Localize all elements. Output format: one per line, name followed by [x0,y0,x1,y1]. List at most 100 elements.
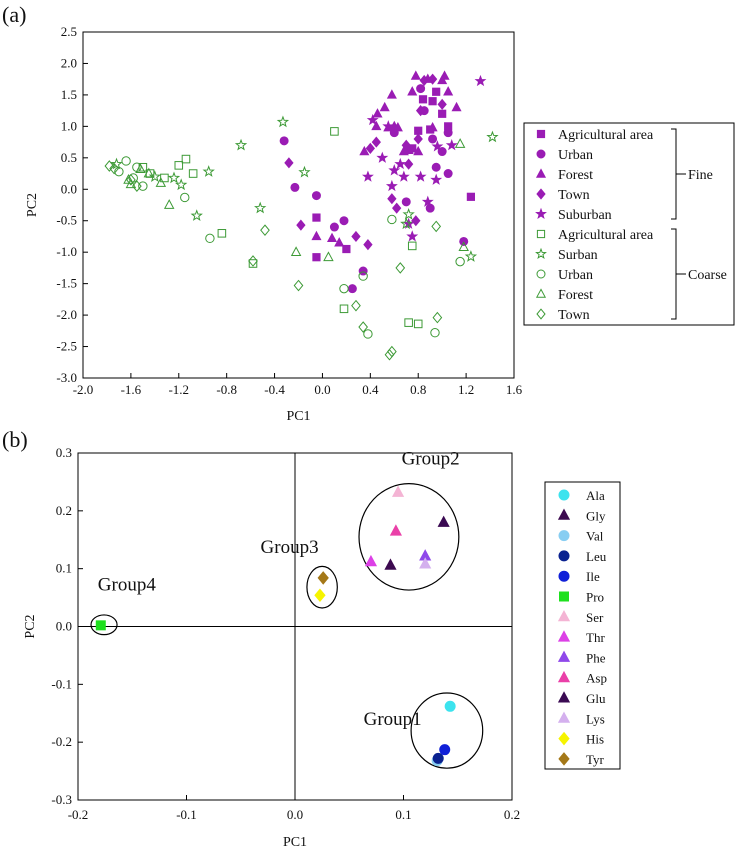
data-point [163,199,175,209]
data-point [339,216,349,226]
data-point [125,178,137,189]
data-point [394,157,407,170]
panel-b-legend: Ala Gly Val Leu Ile Pro Ser Thr Phe Asp Glu Lys His T… [544,481,621,770]
data-point [437,74,448,85]
legend-label: Leu [586,549,607,564]
data-point [371,136,381,148]
data-point [190,209,203,221]
data-point [135,163,146,174]
legend-marker [536,129,546,139]
data-point [379,101,390,112]
data-point [410,70,421,80]
data-point [413,319,423,329]
data-point [217,229,227,238]
data-point [121,156,131,166]
data-point [202,165,215,177]
data-point [358,266,368,276]
data-point [366,113,379,126]
legend-marker [536,269,546,279]
data-point [314,588,326,603]
x-tick-label: 0.4 [362,382,379,397]
y-tick-label: -1.5 [56,276,77,291]
legend-label: Town [558,188,590,203]
data-point [403,158,414,170]
data-point [415,105,426,117]
legend-marker [557,630,571,642]
data-point [413,133,423,145]
data-point [363,239,373,251]
y-tick-label: -0.2 [51,734,72,749]
panel-b-chart: -0.2 -0.1 0.0 0.1 0.20.30.20.10.0-0.1-0.2-0.… [23,445,520,850]
data-point [358,321,369,333]
data-point [387,214,397,225]
data-point [397,170,410,182]
legend-label: Ala [586,488,605,503]
legend-marker [535,247,547,260]
y-tick-label: -1.0 [56,244,77,259]
legend-label: Town [558,308,590,323]
legend-group-label: Fine [688,168,713,183]
data-point [413,145,424,156]
data-point [290,182,300,192]
data-point [234,138,248,151]
x-axis-label: PC1 [283,835,307,850]
data-point [95,620,106,631]
data-point [474,74,487,87]
data-point [330,127,339,136]
legend-label: Thr [586,630,605,645]
data-point [296,219,306,231]
data-point [391,485,405,497]
data-point [132,180,142,192]
y-tick-label: -3.0 [56,370,77,385]
data-point [323,251,334,262]
y-tick-label: 2.5 [61,24,77,39]
data-point [148,170,162,182]
data-point [427,121,438,132]
data-point [358,271,368,281]
data-point [419,557,432,569]
plot-frame [82,31,515,379]
x-tick-label: 0.1 [395,807,411,822]
data-point [372,108,383,118]
legend-marker [536,308,546,320]
data-point [342,244,351,254]
y-tick-label: 1.0 [61,118,77,133]
data-point [365,142,375,154]
legend-marker [559,591,569,602]
data-point [406,230,419,242]
data-point [437,98,447,110]
data-point [400,217,413,230]
legend-label: Glu [586,691,606,706]
y-tick-label: -0.3 [51,792,72,807]
group-ellipse [358,483,460,591]
x-tick-label: 0.0 [314,382,330,397]
data-point [407,241,417,251]
data-point [181,154,191,164]
x-tick-label: -1.6 [121,382,142,397]
legend-marker [558,731,570,746]
y-tick-label: -2.5 [56,339,77,354]
data-point [439,744,451,756]
legend-box [523,122,735,326]
data-point [444,700,456,712]
y-tick-label: 2.0 [61,55,77,70]
group-label: Group2 [402,449,460,470]
legend-label: Val [586,529,604,544]
data-point [104,160,115,172]
data-point [384,558,397,570]
data-point [432,752,444,764]
data-point [464,250,478,262]
y-tick-label: 0.5 [61,150,77,165]
legend-marker [535,288,547,298]
data-point [411,215,421,227]
data-point [431,140,444,152]
data-point [418,95,428,104]
legend-marker [557,609,571,622]
panel-a-label: (a) [2,2,26,27]
data-point [155,177,167,187]
data-point [126,174,136,186]
y-tick-label: 0.3 [56,445,72,460]
panel-a-chart: -2.0 -1.6 -1.2 -0.8 -0.4 0.0 0.4 0.8 1.2 1.6 2.5 2.… [25,24,523,424]
data-point [276,115,290,128]
data-point [416,84,426,94]
